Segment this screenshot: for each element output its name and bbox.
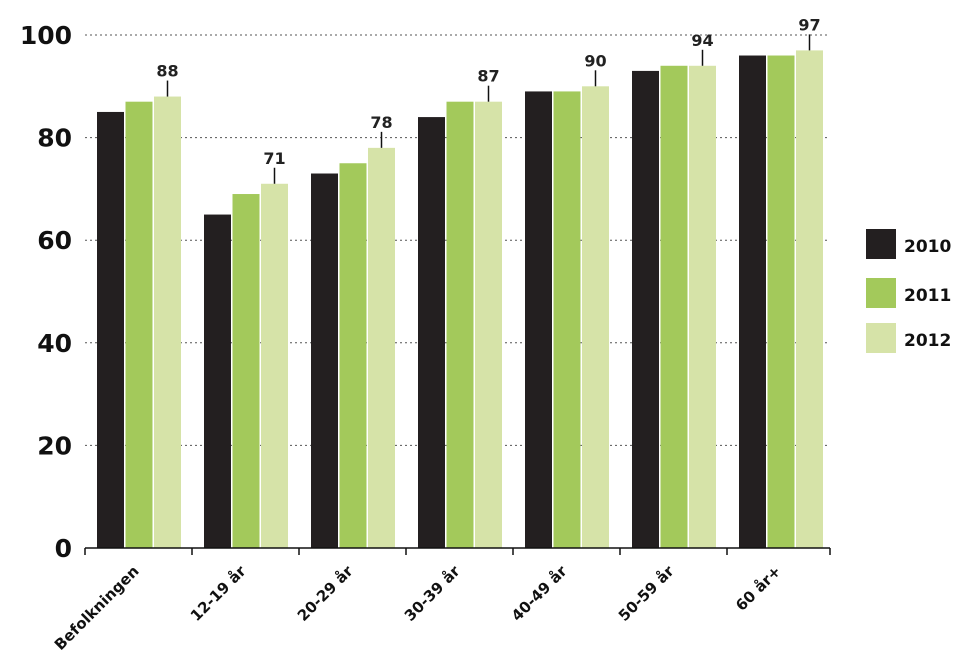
- data-label: 78: [370, 113, 392, 132]
- data-label: 87: [477, 67, 499, 86]
- bar-2010: [97, 111, 124, 548]
- x-tick-label: Befolkningen: [51, 562, 143, 654]
- bar-2012: [368, 147, 395, 549]
- bar-2012: [689, 65, 716, 548]
- bar-2011: [660, 65, 688, 548]
- bar-2010: [739, 55, 766, 549]
- data-label: 71: [263, 149, 285, 168]
- legend-label-2012: 2012: [904, 331, 951, 351]
- x-tick-label: 60 år+: [732, 562, 784, 614]
- bar-2012: [475, 101, 502, 548]
- y-tick-label: 100: [20, 21, 72, 50]
- bar-2010: [525, 91, 552, 549]
- y-tick-label: 20: [37, 431, 72, 460]
- bars: [97, 50, 823, 549]
- bar-2010: [311, 173, 338, 548]
- bar-2010: [418, 117, 445, 548]
- bar-2011: [339, 163, 367, 548]
- bar-2012: [154, 96, 181, 548]
- legend-swatch-2010: [866, 229, 896, 259]
- bar-2012: [261, 183, 288, 548]
- bar-2011: [232, 194, 260, 548]
- data-label: 88: [156, 62, 178, 81]
- y-tick-label: 80: [37, 124, 72, 153]
- legend-swatch-2011: [866, 278, 896, 308]
- y-tick-label: 0: [55, 534, 72, 563]
- bar-2012: [582, 86, 609, 549]
- x-tick-label: 50-59 år: [615, 562, 678, 625]
- legend-label-2011: 2011: [904, 286, 951, 306]
- x-tick-label: 20-29 år: [294, 562, 357, 625]
- bar-2011: [125, 101, 153, 548]
- data-label: 94: [691, 31, 713, 50]
- y-tick-label: 60: [37, 226, 72, 255]
- x-tick-label: 30-39 år: [401, 562, 464, 625]
- bar-2012: [796, 50, 823, 548]
- legend-label-2010: 2010: [904, 237, 951, 257]
- legend-swatch-2012: [866, 323, 896, 353]
- bar-2011: [446, 101, 474, 548]
- bar-2010: [204, 214, 231, 549]
- bar-2010: [632, 70, 659, 548]
- bar-2011: [767, 55, 795, 549]
- x-tick-label: 12-19 år: [187, 562, 250, 625]
- data-labels: 88 71 78 87 90 94 97: [156, 15, 821, 184]
- y-tick-label: 40: [37, 329, 72, 358]
- bar-2011: [553, 91, 581, 549]
- x-tick-label: 40-49 år: [508, 562, 571, 625]
- legend: 2010 2011 2012: [866, 229, 951, 353]
- data-label: 90: [584, 51, 606, 70]
- data-label: 97: [798, 15, 820, 34]
